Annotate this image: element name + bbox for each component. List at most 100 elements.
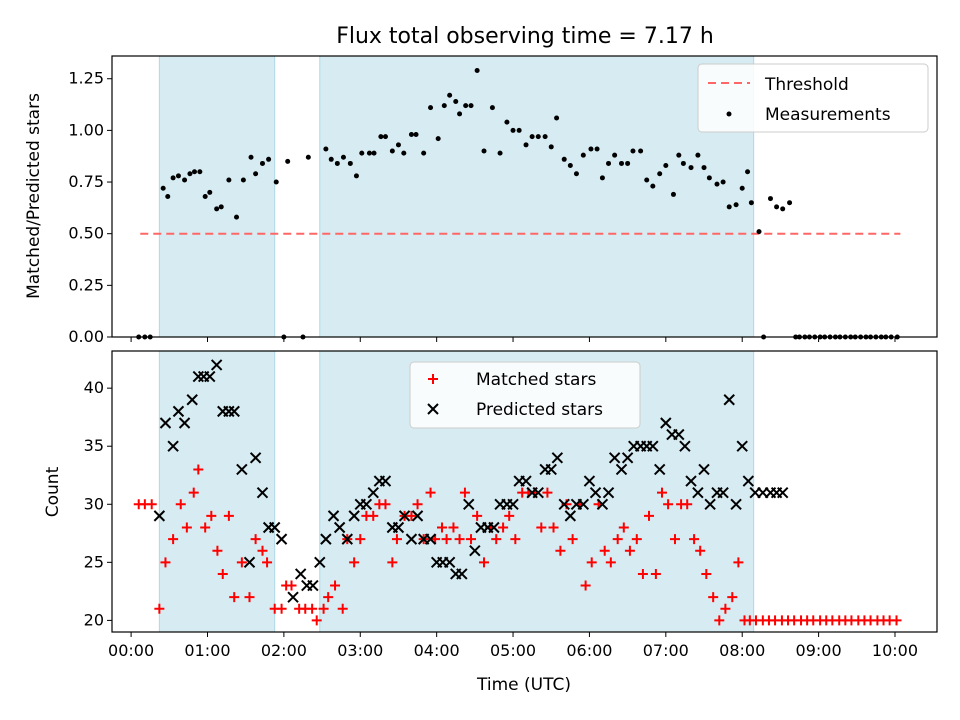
predicted-stars-point: [545, 463, 557, 476]
matched-stars-point: [708, 592, 719, 603]
matched-stars-point: [181, 522, 192, 533]
matched-stars-point: [154, 603, 165, 614]
measurement-point: [401, 150, 407, 156]
x-tick-label: 10:00: [872, 641, 918, 660]
predicted-stars-point: [256, 486, 269, 499]
predicted-stars-point: [210, 359, 223, 371]
legend-box-top: [697, 63, 929, 133]
x-tick-label: 08:00: [719, 641, 765, 660]
measurement-point: [457, 111, 463, 117]
measurement-point: [192, 169, 197, 175]
matched-stars-point: [406, 510, 417, 521]
predicted-stars-point: [730, 498, 742, 510]
matched-stars-point: [276, 603, 287, 614]
predicted-stars-point: [488, 521, 500, 534]
predicted-stars-point: [551, 452, 564, 464]
predicted-stars-point: [167, 440, 179, 452]
measurement-point: [175, 173, 181, 179]
measurement-point: [170, 175, 176, 181]
matched-stars-point: [349, 557, 360, 568]
measurement-point: [580, 152, 586, 158]
flux-ratio-panel: 0.00 0.25 0.50 0.75 1.00 1.25 Threshold Measure…: [68, 55, 938, 346]
matched-stars-point: [472, 510, 483, 521]
predicted-stars-point: [287, 591, 299, 603]
legend-predicted-swatch: [427, 403, 439, 415]
x-tick-label: 07:00: [643, 641, 689, 660]
measurement-point: [382, 134, 388, 140]
matched-stars-point: [612, 534, 623, 545]
measurement-point: [340, 154, 346, 160]
predicted-stars-point: [348, 510, 360, 522]
predicted-stars-point: [341, 533, 353, 545]
matched-stars-point: [504, 510, 515, 521]
measurement-point: [428, 105, 434, 111]
predicted-stars-point: [577, 498, 590, 510]
predicted-stars-point: [275, 533, 288, 545]
predicted-stars-point: [236, 463, 248, 476]
y-axis-label-top: Matched/Predicted stars: [24, 93, 44, 299]
measurement-point: [748, 200, 754, 206]
measurement-point: [663, 163, 669, 169]
x-tick-label: 01:00: [184, 641, 230, 660]
matched-stars-point: [536, 522, 547, 533]
matched-stars-point: [387, 557, 398, 568]
matched-stars-point: [236, 557, 247, 568]
predicted-stars-point: [405, 533, 418, 545]
matched-stars-point: [637, 568, 648, 579]
measurement-point: [441, 103, 447, 109]
measurement-point: [504, 119, 510, 125]
legend-matched-label: Matched stars: [476, 370, 596, 390]
x-tick-label: 09:00: [796, 641, 842, 660]
predicted-stars-point: [679, 440, 691, 452]
measurement-point: [347, 160, 353, 166]
predicted-stars-point: [443, 556, 456, 569]
measurement-point: [353, 173, 359, 179]
matched-stars-point: [323, 592, 334, 603]
predicted-stars-point: [463, 498, 475, 510]
matched-stars-point: [669, 534, 680, 545]
measurement-point: [567, 163, 573, 169]
predicted-stars-point: [589, 486, 602, 499]
predicted-stars-point: [742, 475, 755, 487]
measurement-point: [745, 169, 751, 175]
matched-stars-point: [146, 499, 157, 510]
predicted-stars-point: [153, 510, 166, 522]
matched-stars-point: [720, 603, 731, 614]
matched-stars-point: [262, 557, 273, 568]
measurement-point: [676, 152, 682, 158]
measurement-point: [248, 154, 254, 160]
matched-stars-point: [286, 580, 297, 591]
plot-frame: [111, 55, 938, 338]
predicted-stars-point: [692, 486, 704, 499]
predicted-stars-point: [621, 452, 634, 464]
matched-stars-point: [330, 580, 341, 591]
matched-stars-point: [244, 592, 255, 603]
legend-measurements-swatch: [726, 111, 732, 117]
matched-stars-point: [175, 499, 186, 510]
matched-stars-point: [391, 534, 402, 545]
matched-stars-point: [586, 557, 597, 568]
matched-stars-point: [542, 487, 553, 498]
matched-stars-point: [714, 615, 725, 626]
matched-stars-point: [193, 464, 204, 475]
measurement-point: [435, 136, 441, 142]
matched-stars-point: [355, 534, 366, 545]
measurement-point: [535, 134, 541, 140]
measurement-point: [733, 202, 739, 208]
chart-title: Flux total observing time = 7.17 h: [336, 24, 714, 49]
measurement-point: [323, 146, 329, 152]
measurement-point: [695, 152, 701, 158]
predicted-stars-point: [469, 545, 481, 557]
legend-predicted-label: Predicted stars: [476, 400, 603, 420]
measurement-point: [305, 154, 311, 160]
matched-stars-point: [548, 522, 559, 533]
matched-stars-point: [454, 534, 465, 545]
matched-stars-point: [695, 545, 706, 556]
y-tick-label: 30: [84, 494, 104, 513]
matched-stars-point: [733, 557, 744, 568]
measurement-point: [714, 181, 720, 187]
measurement-point: [638, 148, 644, 154]
matched-stars-point: [168, 534, 179, 545]
measurement-point: [182, 177, 188, 183]
measurement-point: [160, 185, 166, 191]
